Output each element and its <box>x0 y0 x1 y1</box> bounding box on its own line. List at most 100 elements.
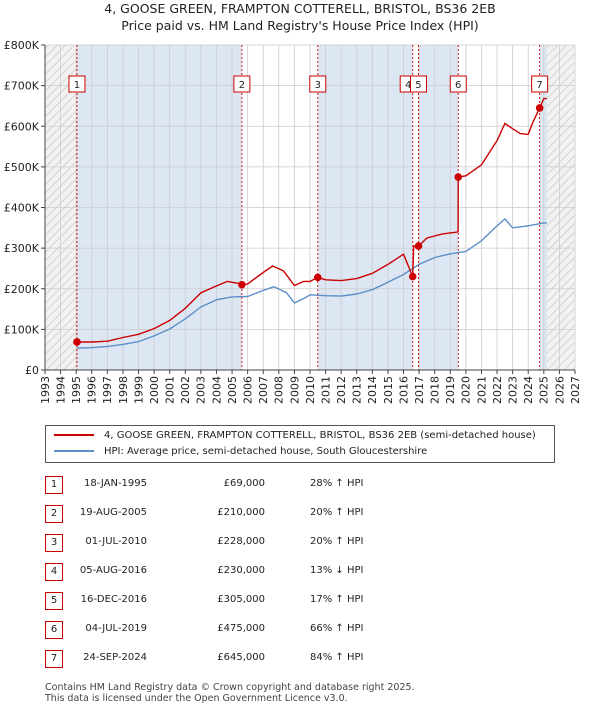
sale-number-badge: 7 <box>45 650 63 668</box>
x-tick-label: 2014 <box>366 376 379 404</box>
x-tick-label: 2016 <box>397 376 410 404</box>
sale-number-badge: 5 <box>45 592 63 610</box>
sale-number-badge: 4 <box>45 563 63 581</box>
sale-point <box>313 273 322 282</box>
sale-hpi-diff: 13% ↓ HPI <box>310 565 364 576</box>
x-tick-label: 2005 <box>226 376 239 404</box>
legend-swatch-property <box>54 434 94 436</box>
legend-swatch-hpi <box>54 450 94 452</box>
sale-number-box <box>309 75 327 93</box>
legend: 4, GOOSE GREEN, FRAMPTON COTTERELL, BRIS… <box>45 425 555 463</box>
sale-number-badge: 2 <box>45 505 63 523</box>
footer: Contains HM Land Registry data © Crown c… <box>45 682 415 704</box>
table-row: 4 05-AUG-2016 £230,000 13% ↓ HPI <box>45 561 465 590</box>
y-tick-label: £0 <box>25 364 39 377</box>
y-tick-label: £400K <box>4 202 40 215</box>
sale-point <box>408 272 417 281</box>
y-tick-label: £300K <box>4 242 40 255</box>
y-tick-label: £800K <box>4 39 40 52</box>
x-tick-label: 2013 <box>351 376 364 404</box>
sale-date: 16-DEC-2016 <box>80 594 147 605</box>
sales-table: 1 18-JAN-1995 £69,000 28% ↑ HPI 2 19-AUG-200… <box>45 474 465 677</box>
sale-number-box <box>409 75 427 93</box>
x-tick-label: 2024 <box>522 376 535 404</box>
x-tick-label: 2008 <box>273 376 286 404</box>
x-tick-label: 2007 <box>257 376 270 404</box>
sale-number-label: 3 <box>315 80 321 91</box>
sale-number-badge: 1 <box>45 476 63 494</box>
sale-number-box <box>68 75 86 93</box>
x-tick-label: 2003 <box>195 376 208 404</box>
x-tick-label: 2004 <box>210 376 223 404</box>
sale-number-box <box>449 75 467 93</box>
sale-number-badge: 3 <box>45 534 63 552</box>
x-tick-label: 2027 <box>569 376 582 404</box>
x-tick-label: 1999 <box>132 376 145 404</box>
sale-hpi-diff: 28% ↑ HPI <box>310 478 364 489</box>
sale-date: 04-JUL-2019 <box>85 623 147 634</box>
x-tick-label: 2006 <box>241 376 254 404</box>
x-tick-label: 2022 <box>491 376 504 404</box>
x-tick-label: 2019 <box>444 376 457 404</box>
chart-title: 4, GOOSE GREEN, FRAMPTON COTTERELL, BRIS… <box>104 1 496 16</box>
x-tick-label: 2009 <box>288 376 301 404</box>
sale-price: £645,000 <box>217 652 265 663</box>
chart-subtitle: Price paid vs. HM Land Registry's House … <box>121 18 479 33</box>
x-tick-label: 1993 <box>39 376 52 404</box>
sale-number-label: 4 <box>405 80 411 91</box>
sale-price: £305,000 <box>217 594 265 605</box>
sale-hpi-diff: 84% ↑ HPI <box>310 652 364 663</box>
sale-point <box>454 173 463 181</box>
y-tick-label: £100K <box>4 323 40 336</box>
x-tick-label: 2002 <box>179 376 192 404</box>
x-tick-label: 2020 <box>460 376 473 404</box>
sale-hpi-diff: 20% ↑ HPI <box>310 507 364 518</box>
x-tick-label: 1997 <box>101 376 114 404</box>
sale-number-box <box>233 75 251 93</box>
x-tick-label: 2023 <box>506 376 519 404</box>
sale-hpi-diff: 17% ↑ HPI <box>310 594 364 605</box>
x-tick-label: 2026 <box>553 376 566 404</box>
copyright-text: Contains HM Land Registry data © Crown c… <box>45 682 415 693</box>
x-tick-label: 2025 <box>538 376 551 404</box>
legend-item-property: 4, GOOSE GREEN, FRAMPTON COTTERELL, BRIS… <box>54 430 536 441</box>
table-row: 6 04-JUL-2019 £475,000 66% ↑ HPI <box>45 619 465 648</box>
x-tick-label: 1998 <box>117 376 130 404</box>
table-row: 2 19-AUG-2005 £210,000 20% ↑ HPI <box>45 503 465 532</box>
sale-number-badge: 6 <box>45 621 63 639</box>
sale-number-label: 5 <box>415 80 421 91</box>
x-tick-label: 2012 <box>335 376 348 404</box>
hpi-series-line <box>76 218 547 349</box>
sale-hpi-diff: 20% ↑ HPI <box>310 536 364 547</box>
property-series-line <box>77 97 547 343</box>
sale-point <box>535 104 544 112</box>
table-row: 7 24-SEP-2024 £645,000 84% ↑ HPI <box>45 648 465 677</box>
legend-label-hpi: HPI: Average price, semi-detached house,… <box>104 446 428 457</box>
sale-date: 19-AUG-2005 <box>79 507 147 518</box>
sale-price: £69,000 <box>223 478 265 489</box>
sale-number-label: 1 <box>74 80 80 91</box>
sale-point <box>238 280 246 289</box>
x-tick-label: 2021 <box>475 376 488 404</box>
x-tick-label: 2000 <box>148 376 161 404</box>
sale-number-label: 6 <box>455 80 461 91</box>
y-tick-label: £600K <box>4 120 40 133</box>
sale-number-box <box>531 75 549 93</box>
table-row: 5 16-DEC-2016 £305,000 17% ↑ HPI <box>45 590 465 619</box>
x-tick-label: 2015 <box>382 376 395 404</box>
x-tick-label: 1994 <box>54 376 67 404</box>
sale-number-label: 7 <box>536 80 542 91</box>
y-tick-label: £700K <box>4 80 40 93</box>
x-tick-label: 1996 <box>86 376 99 404</box>
sale-date: 18-JAN-1995 <box>83 478 147 489</box>
x-tick-label: 2017 <box>413 376 426 404</box>
x-tick-label: 2011 <box>319 376 332 404</box>
x-tick-label: 2001 <box>164 376 177 404</box>
sale-date: 05-AUG-2016 <box>79 565 147 576</box>
sale-date: 24-SEP-2024 <box>83 652 147 663</box>
x-tick-label: 2018 <box>429 376 442 404</box>
sale-number-label: 2 <box>239 80 245 91</box>
licence-text: This data is licensed under the Open Gov… <box>45 693 348 704</box>
